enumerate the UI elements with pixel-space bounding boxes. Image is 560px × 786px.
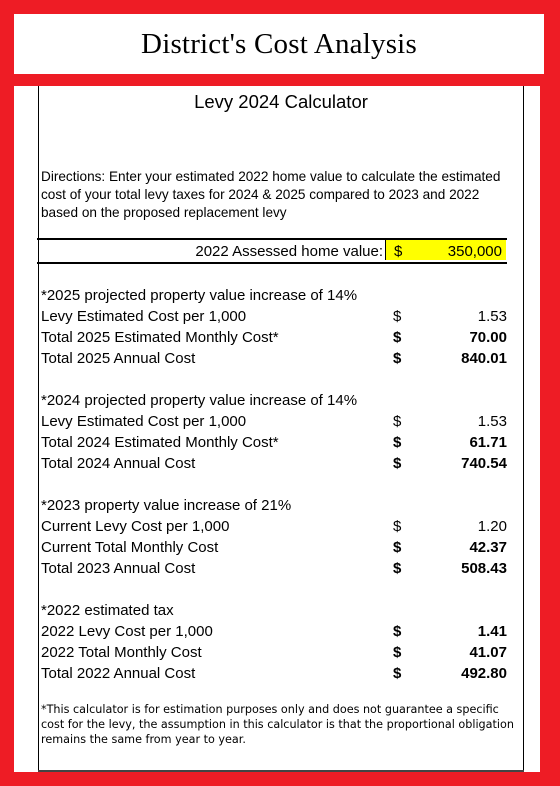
row-amount: 1.53 [477,308,507,325]
cost-row: Current Levy Cost per 1,000 $ 1.20 [41,516,507,537]
row-currency: $ [393,560,402,577]
section-heading: *2022 estimated tax [41,602,174,619]
cost-row: Total 2024 Estimated Monthly Cost* $ 61.… [41,432,507,453]
cost-row: Total 2023 Annual Cost $ 508.43 [41,558,507,579]
row-label: Total 2025 Annual Cost [41,350,196,367]
row-label: 2022 Levy Cost per 1,000 [41,623,213,640]
row-currency: $ [393,518,402,535]
row-label: Total 2023 Annual Cost [41,560,196,577]
section-heading: *2025 projected property value increase … [41,287,358,304]
home-value-amount: 350,000 [447,243,502,260]
row-currency: $ [393,434,402,451]
row-amount: 492.80 [461,665,507,682]
directions-text: Directions: Enter your estimated 2022 ho… [41,169,501,220]
home-value-label: 2022 Assessed home value: [195,243,383,260]
cost-row: Total 2024 Annual Cost $ 740.54 [41,453,507,474]
cost-row: Total 2025 Annual Cost $ 840.01 [41,348,507,369]
cost-row: Total 2022 Annual Cost $ 492.80 [41,663,507,684]
row-currency: $ [393,665,402,682]
row-currency: $ [393,350,402,367]
calculator-sheet: Levy 2024 Calculator Directions: Enter y… [37,86,524,772]
disclaimer-footnote: *This calculator is for estimation purpo… [41,703,514,746]
section-heading: *2024 projected property value increase … [41,392,358,409]
row-currency: $ [393,308,402,325]
cost-row: 2022 Total Monthly Cost $ 41.07 [41,642,507,663]
row-amount: 740.54 [461,455,507,472]
home-value-row: 2022 Assessed home value: $ 350,000 [37,238,507,264]
home-value-currency: $ [394,243,403,260]
row-label: Levy Estimated Cost per 1,000 [41,413,247,430]
row-amount: 1.53 [477,413,507,430]
row-amount: 508.43 [461,560,507,577]
row-currency: $ [393,623,402,640]
row-amount: 840.01 [461,350,507,367]
page-title: District's Cost Analysis [141,27,417,60]
row-label: Current Total Monthly Cost [41,539,219,556]
cost-row: 2022 Levy Cost per 1,000 $ 1.41 [41,621,507,642]
row-amount: 61.71 [469,434,507,451]
row-currency: $ [393,539,402,556]
title-banner: District's Cost Analysis [14,14,544,74]
row-amount: 41.07 [469,644,507,661]
row-amount: 42.37 [469,539,507,556]
row-label: Levy Estimated Cost per 1,000 [41,308,247,325]
row-label: Current Levy Cost per 1,000 [41,518,230,535]
cost-row: Levy Estimated Cost per 1,000 $ 1.53 [41,306,507,327]
calculator-title: Levy 2024 Calculator [194,91,368,112]
row-amount: 1.41 [477,623,507,640]
home-value-input[interactable]: $ 350,000 [385,240,506,260]
cost-row: Levy Estimated Cost per 1,000 $ 1.53 [41,411,507,432]
row-label: 2022 Total Monthly Cost [41,644,202,661]
cost-row: Current Total Monthly Cost $ 42.37 [41,537,507,558]
cost-row: Total 2025 Estimated Monthly Cost* $ 70.… [41,327,507,348]
row-currency: $ [393,413,402,430]
row-amount: 70.00 [469,329,507,346]
row-label: Total 2025 Estimated Monthly Cost* [41,329,279,346]
row-amount: 1.20 [477,518,507,535]
calculator-panel: Levy 2024 Calculator Directions: Enter y… [14,86,540,772]
row-label: Total 2024 Estimated Monthly Cost* [41,434,279,451]
row-currency: $ [393,644,402,661]
row-label: Total 2024 Annual Cost [41,455,196,472]
section-heading: *2023 property value increase of 21% [41,497,292,514]
row-currency: $ [393,455,402,472]
row-label: Total 2022 Annual Cost [41,665,196,682]
row-currency: $ [393,329,402,346]
sheet-bottom-border [38,770,524,772]
